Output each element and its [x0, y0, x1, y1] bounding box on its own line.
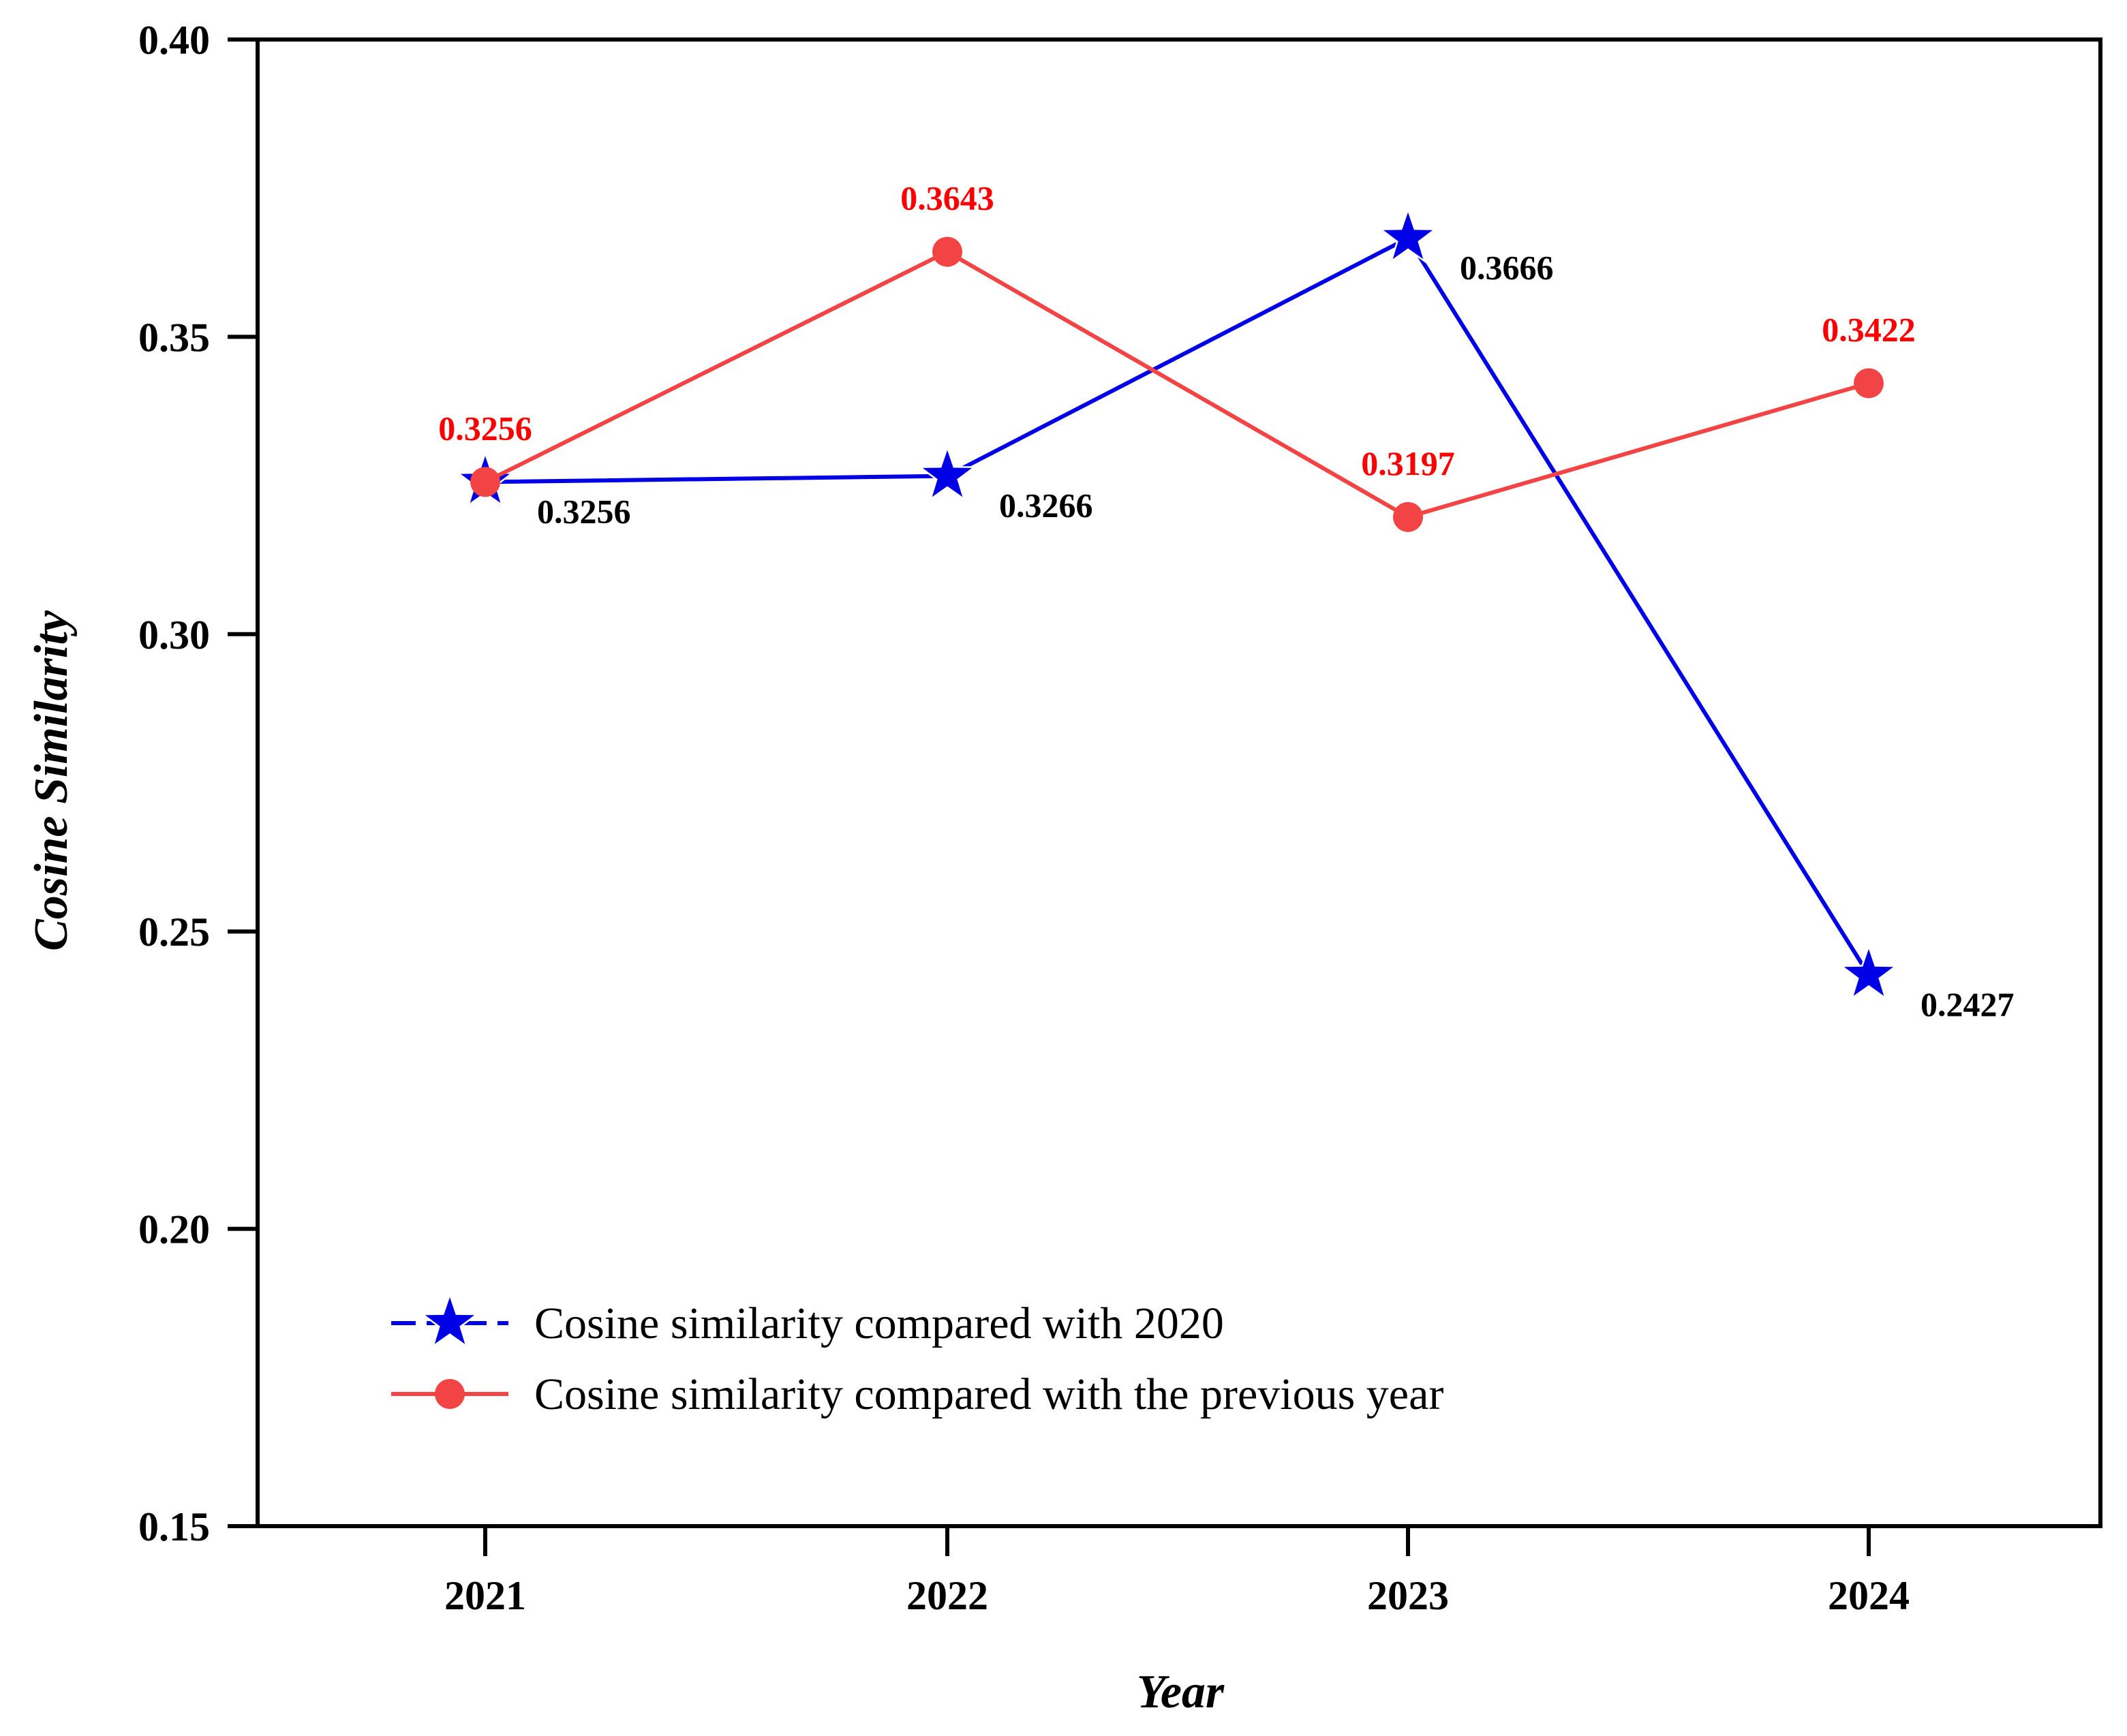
y-tick-label: 0.30	[138, 613, 210, 657]
data-label: 0.3256	[537, 492, 631, 530]
data-label: 0.3422	[1822, 310, 1916, 348]
circle-point	[1393, 501, 1423, 532]
legend-star-icon	[420, 1292, 480, 1348]
y-tick-label: 0.35	[138, 315, 210, 360]
plot-frame	[256, 37, 2102, 1528]
circle-point	[932, 236, 962, 267]
data-label: 0.3256	[438, 409, 532, 447]
x-tick-label: 2022	[906, 1573, 988, 1618]
x-tick-label: 2021	[444, 1573, 526, 1618]
x-tick-label: 2023	[1367, 1573, 1449, 1618]
y-tick-label: 0.25	[138, 910, 210, 955]
series-line-2	[484, 249, 1869, 519]
y-tick-label: 0.40	[138, 18, 210, 63]
y-tick-label: 0.20	[138, 1207, 210, 1252]
y-axis-title: Cosine Similarity	[25, 610, 78, 951]
legend-circle-icon	[435, 1379, 465, 1409]
plot-area	[256, 37, 2102, 1528]
star-point	[1378, 206, 1438, 264]
legend: Cosine similarity compared with 2020 Cosi…	[391, 1292, 1443, 1419]
data-label: 0.3266	[999, 486, 1093, 525]
star-point	[917, 444, 977, 501]
x-axis-title: Year	[1137, 1666, 1225, 1718]
data-label: 0.2427	[1921, 985, 2015, 1023]
data-label: 0.3666	[1460, 249, 1554, 287]
circle-point	[1854, 368, 1884, 399]
series-line-1	[485, 236, 1871, 976]
axes: 0.15 0.20 0.25 0.30 0.35 0.40 2021 2022 2023 2024	[138, 18, 1910, 1618]
series-group	[455, 206, 1899, 1000]
circle-point	[470, 467, 500, 497]
data-label: 0.3197	[1361, 444, 1455, 482]
data-labels: 0.3256 0.3266 0.3666 0.2427 0.3256 0.3643 0.31…	[438, 179, 2014, 1023]
legend-entry-1: Cosine similarity compared with 2020	[534, 1299, 1224, 1348]
x-tick-label: 2024	[1828, 1573, 1910, 1618]
legend-entry-2: Cosine similarity compared with the prev…	[534, 1369, 1443, 1419]
star-point	[1839, 944, 1899, 1000]
y-tick-label: 0.15	[138, 1504, 210, 1549]
data-label: 0.3643	[900, 179, 994, 217]
